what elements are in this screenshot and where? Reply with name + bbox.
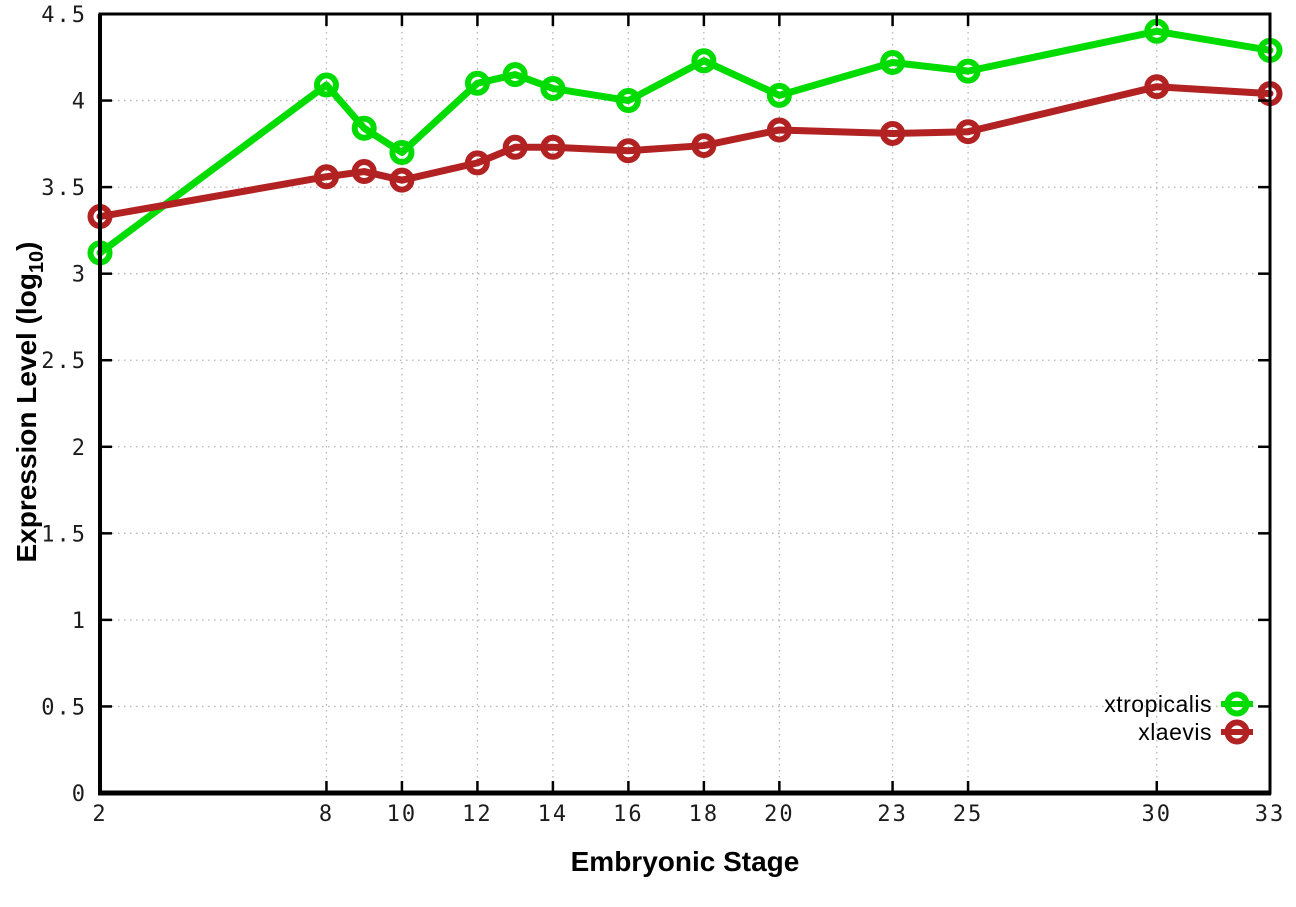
plot-border (98, 12, 1272, 795)
data-point-xtropicalis (313, 72, 339, 98)
x-axis-title: Embryonic Stage (570, 846, 800, 877)
data-point-xtropicalis (502, 62, 528, 88)
y-tick-label: 4.5 (41, 3, 87, 28)
series-line-xlaevis (96, 83, 1274, 221)
data-point-xtropicalis (351, 115, 377, 141)
x-tick-label: 8 (319, 802, 334, 827)
x-tick-label: 16 (613, 802, 644, 827)
legend-marker-xtropicalis (1224, 691, 1250, 717)
data-point-xlaevis (1144, 74, 1170, 100)
x-tick-label: 20 (764, 802, 795, 827)
x-tick-label: 2 (92, 802, 107, 827)
data-point-xtropicalis (540, 75, 566, 101)
data-point-xtropicalis (464, 70, 490, 96)
data-point-xlaevis (464, 150, 490, 176)
y-tick-label: 4 (72, 90, 87, 115)
y-axis-title-subscript: 10 (26, 250, 48, 274)
y-axis-title: Expression Level (log10) (11, 242, 49, 563)
data-point-xlaevis (766, 117, 792, 143)
data-point-xtropicalis (880, 49, 906, 75)
legend-marker-xlaevis (1224, 719, 1250, 745)
legend-label-xlaevis: xlaevis (1138, 719, 1212, 745)
x-tick-label: 18 (689, 802, 720, 827)
data-point-xlaevis (502, 134, 528, 160)
series-line-xtropicalis (96, 27, 1274, 257)
data-point-xtropicalis (766, 82, 792, 108)
y-tick-label: 2.5 (41, 349, 87, 374)
x-tick-label: 23 (877, 802, 908, 827)
y-axis-title-suffix: ) (11, 241, 42, 251)
data-point-xlaevis (351, 159, 377, 185)
y-tick-label: 3 (72, 263, 87, 288)
x-tick-label: 12 (462, 802, 493, 827)
y-axis-title-text: Expression Level (log (11, 273, 42, 563)
x-tick-label: 25 (953, 802, 984, 827)
y-tick-label: 0 (72, 782, 87, 807)
data-point-xlaevis (615, 138, 641, 164)
y-tick-label: 1 (72, 609, 87, 634)
x-tick-label: 30 (1142, 802, 1173, 827)
data-point-xtropicalis (691, 48, 717, 74)
data-point-xlaevis (691, 133, 717, 159)
data-point-xtropicalis (955, 58, 981, 84)
y-tick-label: 1.5 (41, 522, 87, 547)
data-point-xlaevis (389, 167, 415, 193)
data-point-xlaevis (880, 120, 906, 146)
data-point-xlaevis (955, 119, 981, 145)
data-point-xtropicalis (389, 139, 415, 165)
y-tick-label: 0.5 (41, 695, 87, 720)
x-tick-label: 14 (538, 802, 569, 827)
data-point-xtropicalis (615, 88, 641, 114)
legend-label-xtropicalis: xtropicalis (1104, 691, 1212, 717)
y-tick-label: 2 (72, 436, 87, 461)
x-tick-label: 33 (1255, 802, 1286, 827)
y-tick-label: 3.5 (41, 176, 87, 201)
data-point-xlaevis (540, 134, 566, 160)
data-point-xlaevis (313, 164, 339, 190)
x-tick-label: 10 (387, 802, 418, 827)
